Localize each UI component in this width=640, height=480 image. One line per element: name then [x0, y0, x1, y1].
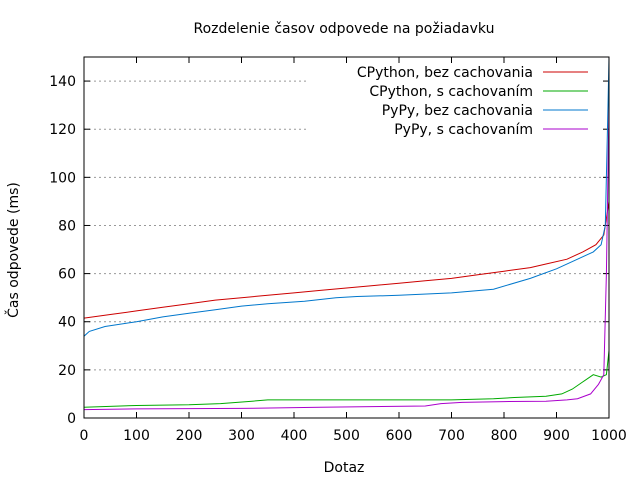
x-axis-label: Dotaz	[324, 460, 365, 476]
x-tick-label-1: 100	[123, 428, 150, 444]
x-tick-label-5: 500	[333, 428, 360, 444]
y-tick-label-6: 120	[49, 122, 76, 138]
plot-frame	[83, 56, 610, 419]
grid-lines	[84, 80, 609, 371]
series-line-1	[84, 350, 609, 408]
legend: CPython, bez cachovania CPython, s cachov…	[357, 65, 588, 138]
y-tick-label-1: 20	[58, 363, 76, 379]
legend-label-2: PyPy, bez cachovania	[382, 103, 533, 119]
x-tick-label-9: 900	[543, 428, 570, 444]
series-line-3	[84, 105, 609, 411]
x-tick-label-7: 700	[438, 428, 465, 444]
x-tick-label-3: 300	[228, 428, 255, 444]
x-tick-label-10: 1000	[591, 428, 627, 444]
x-tick-label-6: 600	[386, 428, 413, 444]
legend-label-3: PyPy, s cachovaním	[394, 122, 533, 138]
series-line-0	[84, 201, 609, 319]
y-tick-label-3: 60	[58, 267, 76, 283]
legend-label-0: CPython, bez cachovania	[357, 65, 533, 81]
x-tick-label-2: 200	[176, 428, 203, 444]
y-tick-label-4: 80	[58, 218, 76, 234]
y-tick-label-2: 40	[58, 315, 76, 331]
chart-title: Rozdelenie časov odpovede na požiadavku	[194, 21, 495, 37]
x-tick-label-8: 800	[491, 428, 518, 444]
x-tick-label-4: 400	[281, 428, 308, 444]
series-line-2	[84, 57, 609, 337]
axis-ticks: 0 20 40 60 80 100 120 140 0 100 200 300 400 500 600 700…	[49, 57, 627, 444]
x-tick-label-0: 0	[80, 428, 89, 444]
legend-label-1: CPython, s cachovaním	[369, 84, 533, 100]
y-tick-label-5: 100	[49, 170, 76, 186]
y-axis-label: Čas odpovede (ms)	[4, 182, 22, 318]
series-lines	[84, 57, 609, 411]
y-tick-label-7: 140	[49, 74, 76, 90]
y-tick-label-0: 0	[67, 411, 76, 427]
